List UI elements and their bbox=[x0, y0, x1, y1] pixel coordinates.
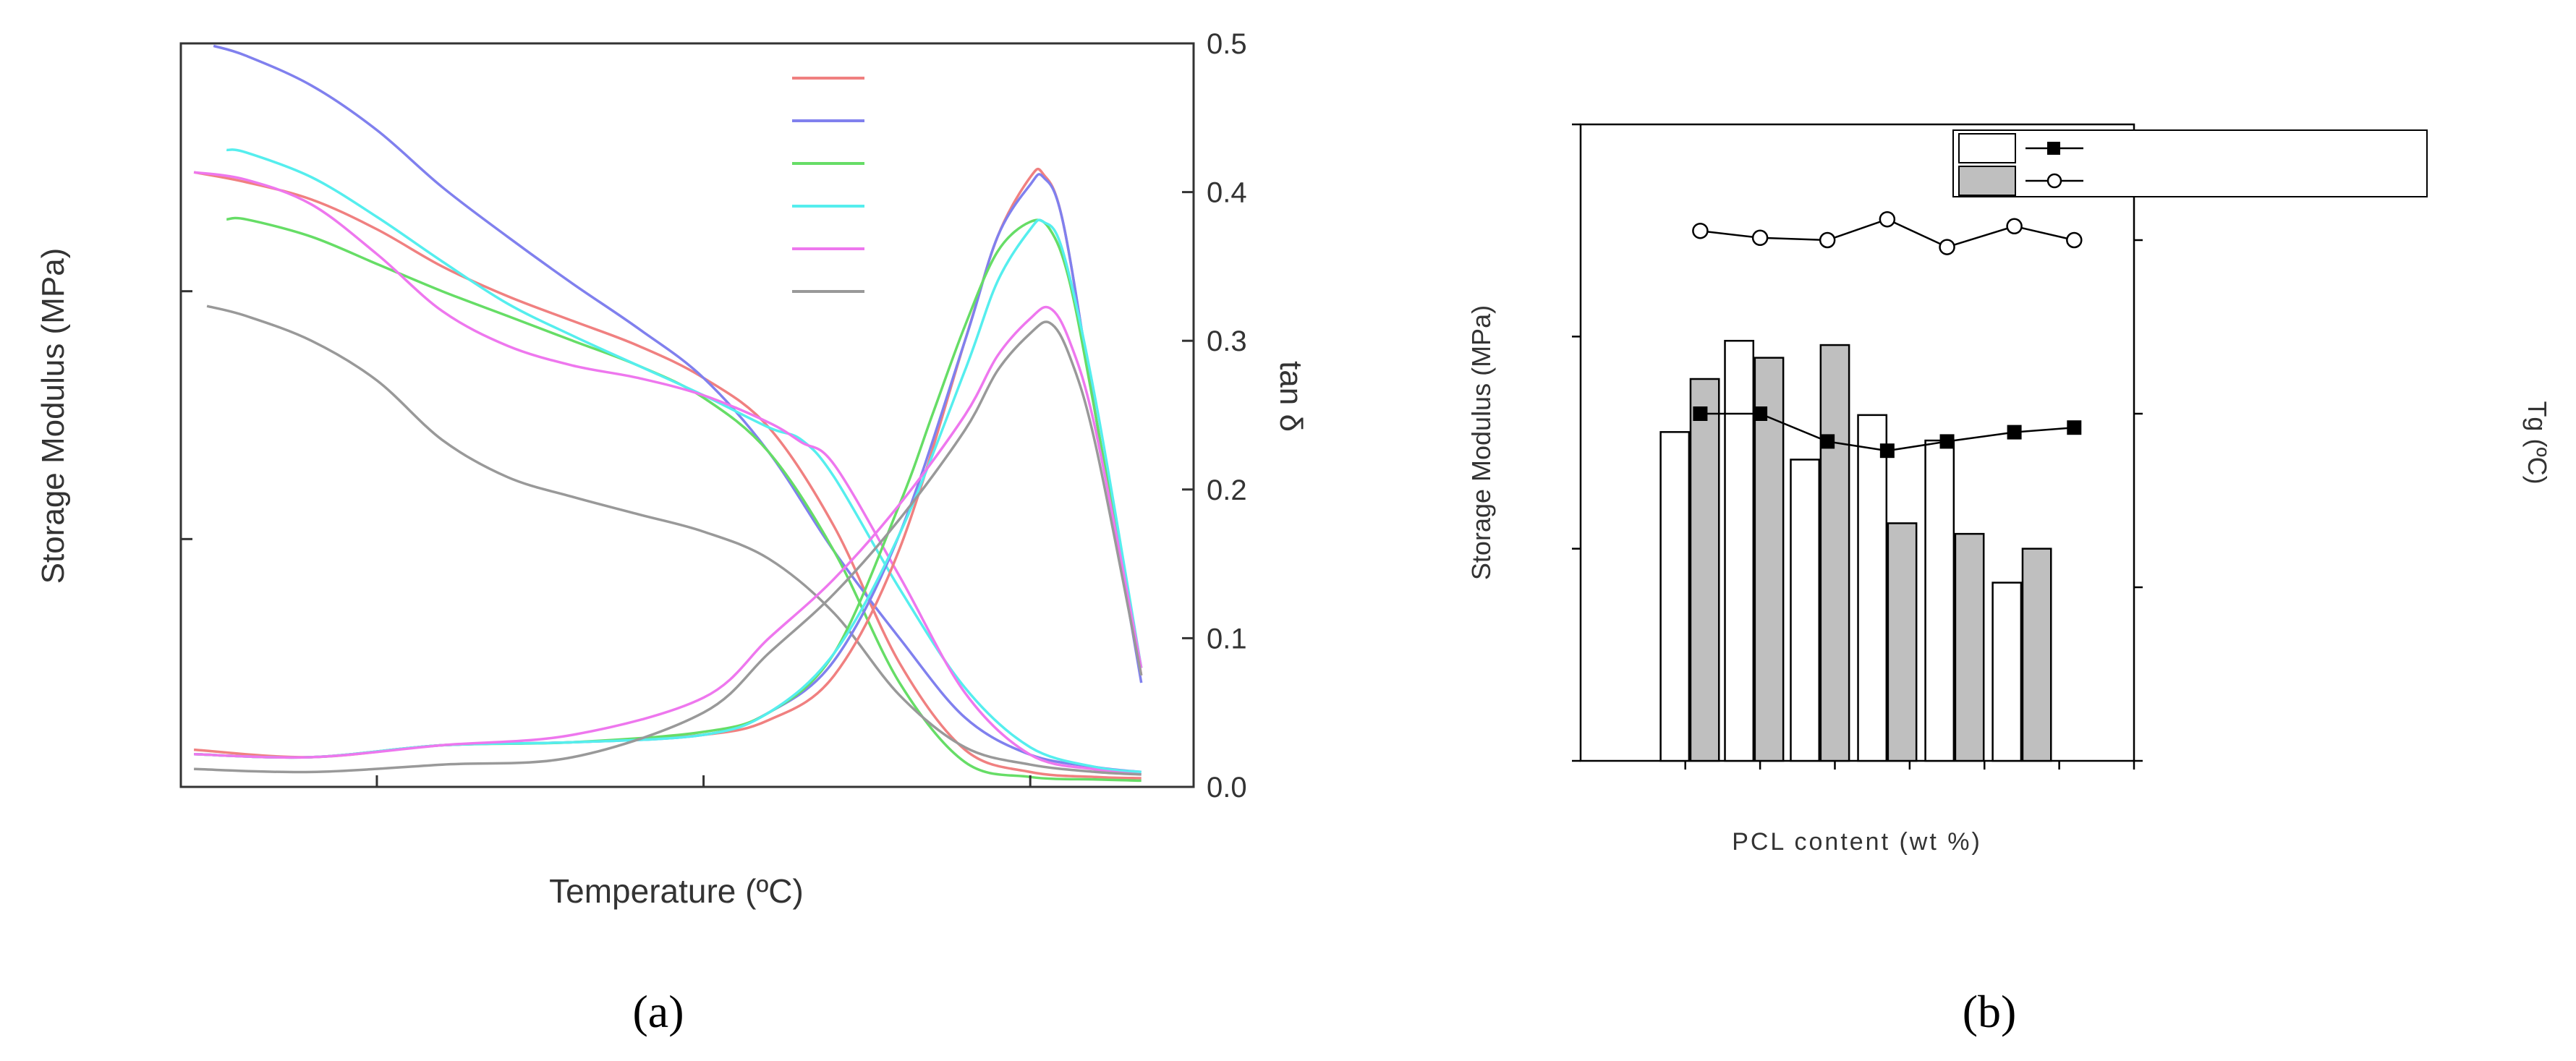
chart-b-ticks bbox=[1572, 123, 2143, 770]
chart-a-y2tick-label: 0.4 bbox=[1207, 177, 1247, 209]
chart-b-tg-point-filled-square bbox=[1939, 434, 1955, 449]
chart-a-legend bbox=[792, 77, 864, 293]
chart-a-tan-delta-line-25 bbox=[194, 320, 1143, 774]
chart-b-bar-PCL-DGEBA-TETA-20 bbox=[1924, 439, 1955, 762]
chart-a: 0.0 0.1 0.2 0.3 0.4 0.5 Temperature (ºC) Stor… bbox=[35, 28, 1309, 910]
chart-b-tg-point-filled-square bbox=[1693, 406, 1708, 421]
chart-b-bar-PCL-DGEBA-DDS-10 bbox=[1819, 344, 1850, 762]
chart-b-legend-box bbox=[1952, 129, 2428, 197]
chart-b-y2label: Tg (ºC) bbox=[2522, 401, 2552, 484]
chart-b-legend-bar-swatch-0 bbox=[1958, 133, 2016, 163]
chart-b-tg-point-open-circle bbox=[1879, 210, 1896, 228]
chart-a-y2tick-label: 0.2 bbox=[1207, 474, 1247, 506]
chart-b-bar-PCL-DGEBA-DDS-20 bbox=[1954, 532, 1985, 762]
chart-a-ylabel: Storage Modulus (MPa) bbox=[35, 248, 71, 584]
chart-a-y2tick-label: 0.1 bbox=[1207, 623, 1247, 655]
chart-a-storage-modulus-curves bbox=[193, 44, 1142, 783]
chart-a-plot-area bbox=[179, 42, 1195, 788]
chart-a-storage-modulus-line-20 bbox=[193, 171, 1142, 776]
chart-b-tg-point-open-circle bbox=[1939, 239, 1955, 255]
chart-a-tan-delta-curves bbox=[193, 167, 1143, 774]
chart-a-y2tick-label: 0.5 bbox=[1207, 28, 1247, 60]
chart-b-tg-point-open-circle bbox=[1819, 231, 1836, 249]
chart-a-storage-modulus-line-25 bbox=[206, 304, 1142, 776]
chart-b-xlabel: PCL content (wt %) bbox=[1732, 828, 1982, 856]
chart-b-bar-PCL-DGEBA-DDS-5 bbox=[1754, 357, 1785, 762]
chart-b-bar-PCL-DGEBA-TETA-15 bbox=[1857, 414, 1888, 762]
chart-a-y2tick-label: 0.3 bbox=[1207, 325, 1247, 357]
caption-b: (b) bbox=[1963, 986, 2017, 1037]
chart-a-y2tick-label: 0.0 bbox=[1207, 772, 1247, 804]
chart-b-ylabel: Storage Modulus (MPa) bbox=[1466, 305, 1496, 580]
chart-b-tg-lines bbox=[1692, 210, 2083, 459]
chart-b-tg-point-open-circle bbox=[2006, 218, 2023, 235]
chart-b-tg-point-filled-square bbox=[1753, 406, 1768, 421]
chart-a-storage-modulus-line-10 bbox=[226, 216, 1142, 783]
chart-b-bars bbox=[1659, 339, 2052, 762]
caption-a: (a) bbox=[632, 986, 684, 1037]
chart-b: PCL content (wt %) Storage Modulus (MPa)… bbox=[1466, 123, 2552, 856]
chart-b-bar-PCL-DGEBA-TETA-5 bbox=[1724, 339, 1755, 762]
chart-a-ticks: 0.0 0.1 0.2 0.3 0.4 0.5 bbox=[181, 28, 1247, 804]
chart-b-legend-bar-swatch-1 bbox=[1958, 166, 2016, 196]
chart-b-legend-marker-filled-square bbox=[2047, 142, 2060, 155]
chart-b-tg-point-open-circle bbox=[2066, 231, 2083, 249]
chart-b-bar-PCL-DGEBA-TETA-0 bbox=[1659, 431, 1691, 762]
chart-a-xlabel: Temperature (ºC) bbox=[549, 872, 804, 910]
chart-b-bar-PCL-DGEBA-TETA-10 bbox=[1790, 459, 1821, 762]
chart-a-storage-modulus-line-5 bbox=[213, 44, 1142, 774]
chart-a-frame bbox=[179, 42, 1195, 788]
chart-b-bar-PCL-DGEBA-TETA-25 bbox=[1991, 581, 2023, 762]
chart-b-bar-PCL-DGEBA-DDS-25 bbox=[2021, 547, 2052, 762]
chart-b-legend-marker-open-circle bbox=[2046, 173, 2062, 189]
chart-b-tg-point-filled-square bbox=[2007, 425, 2022, 440]
chart-b-tg-point-filled-square bbox=[1820, 434, 1835, 449]
chart-b-tg-point-filled-square bbox=[2067, 420, 2082, 435]
chart-a-tan-delta-line-20 bbox=[194, 305, 1143, 759]
chart-b-bar-PCL-DGEBA-DDS-0 bbox=[1689, 378, 1720, 762]
chart-b-tg-point-open-circle bbox=[1751, 229, 1769, 247]
chart-b-bar-PCL-DGEBA-DDS-15 bbox=[1887, 522, 1918, 762]
chart-b-legend bbox=[1952, 129, 2428, 197]
chart-b-tg-point-filled-square bbox=[1879, 443, 1895, 459]
chart-a-y2label: tan δ bbox=[1273, 361, 1309, 432]
chart-b-tg-point-open-circle bbox=[1692, 222, 1709, 239]
